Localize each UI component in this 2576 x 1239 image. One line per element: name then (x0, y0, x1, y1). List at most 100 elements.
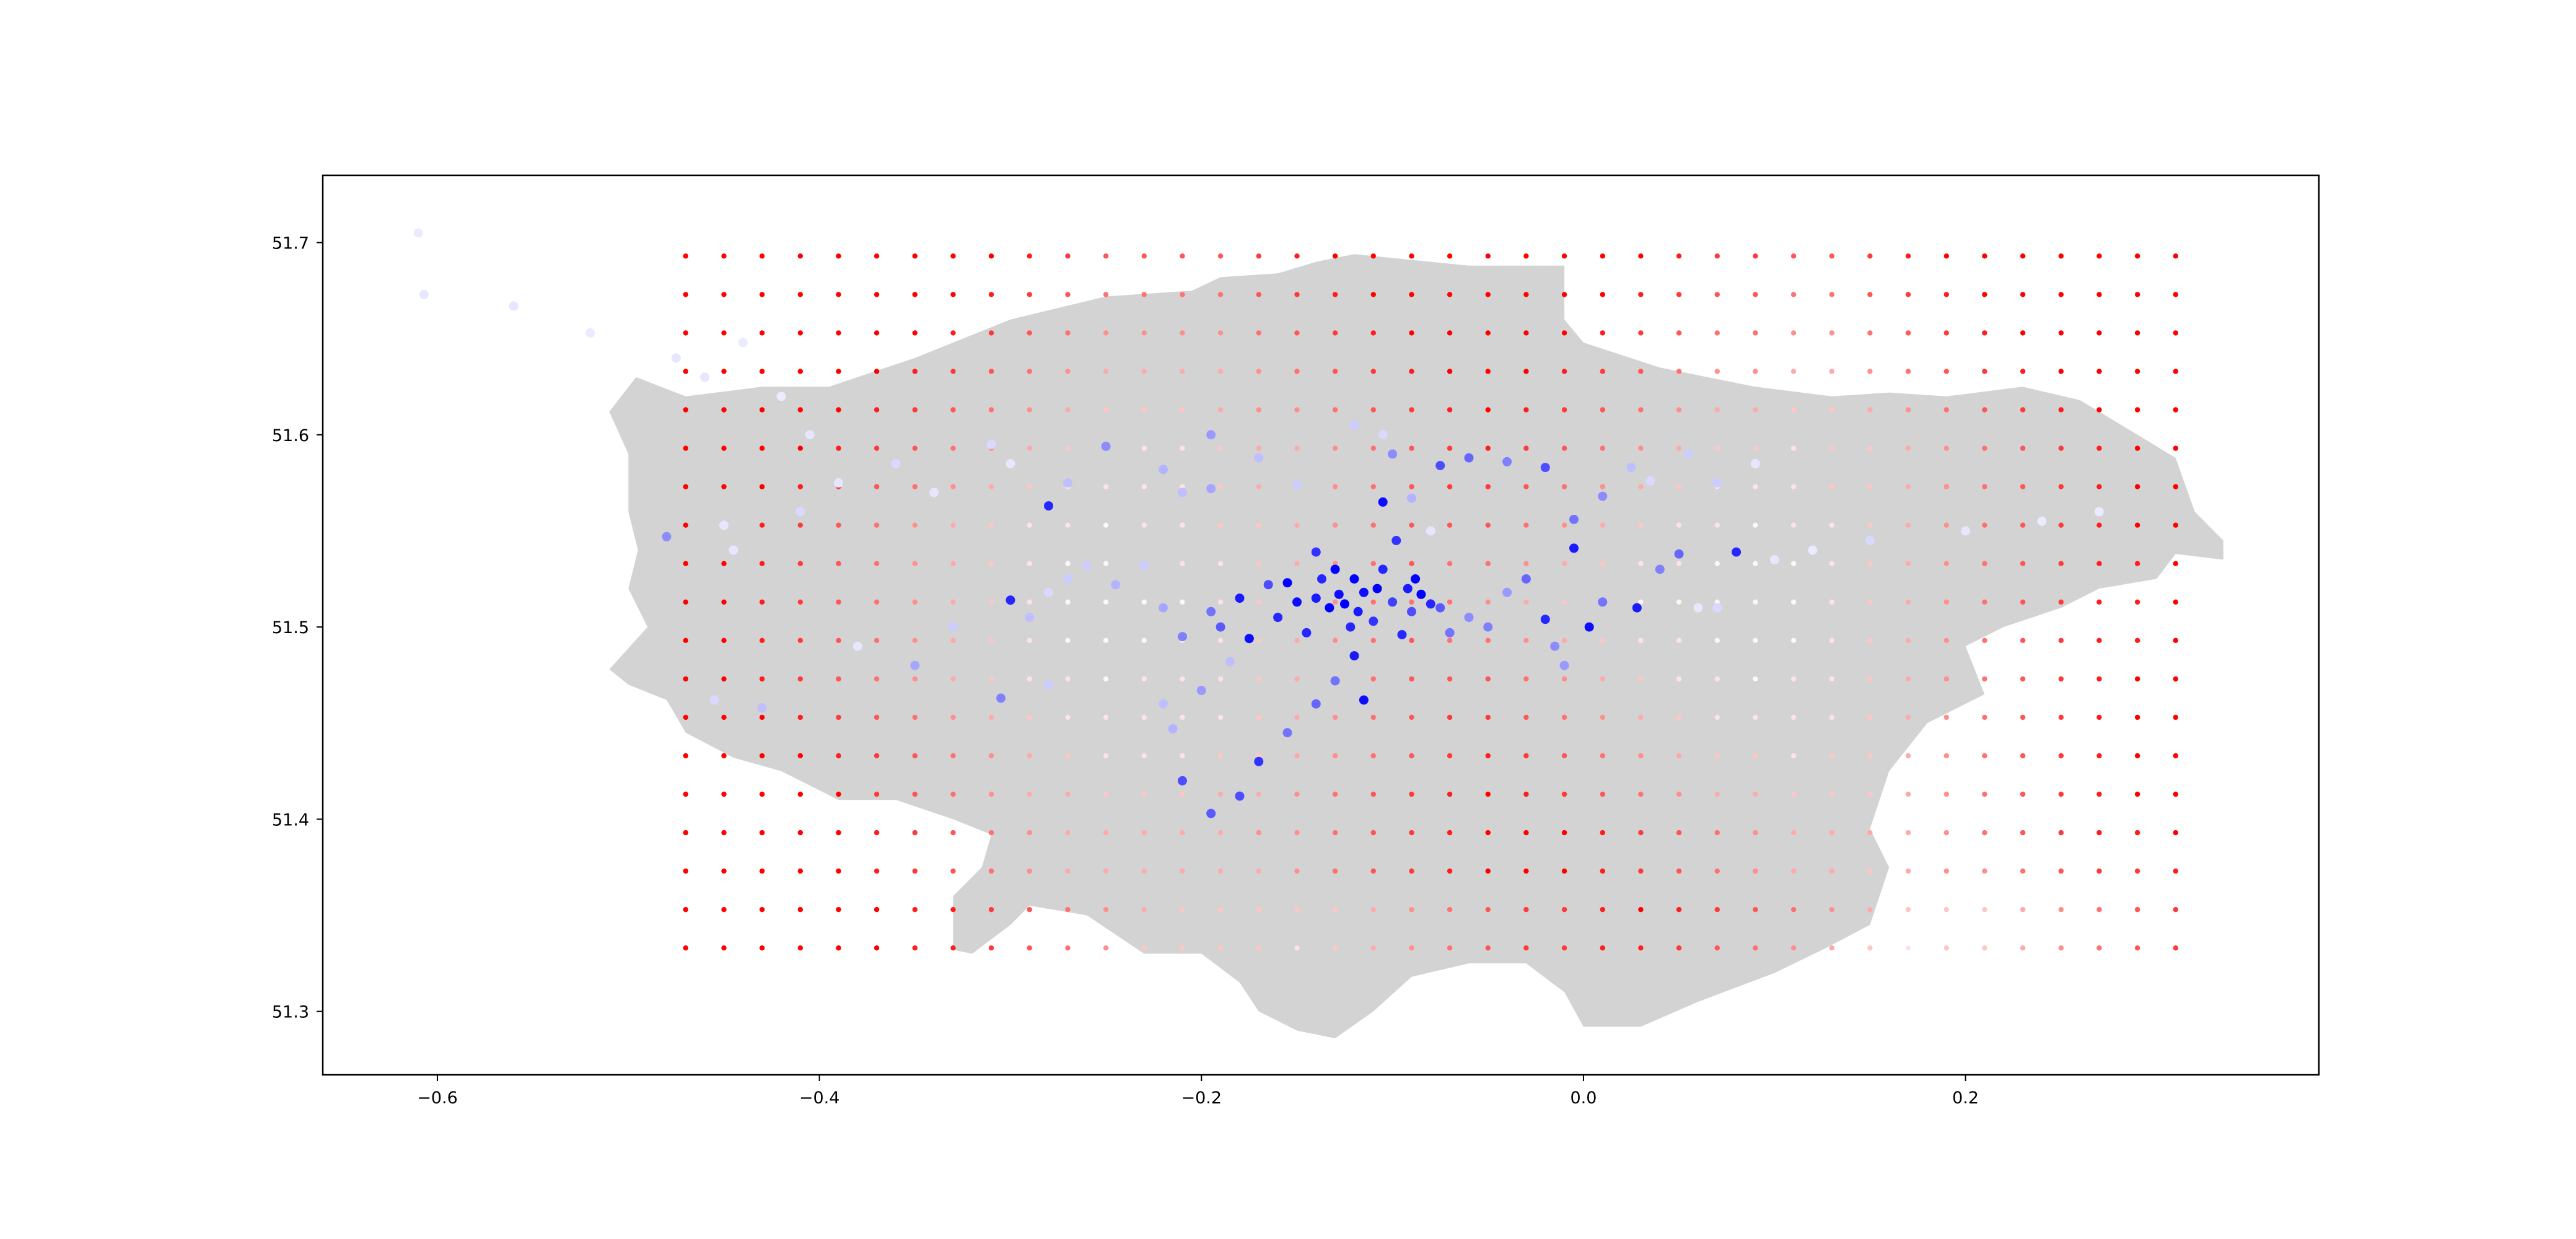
station-point (729, 545, 738, 555)
station-point (1403, 584, 1413, 593)
grid-point (836, 907, 841, 913)
grid-point (2096, 292, 2102, 297)
grid-point (1867, 791, 1873, 797)
grid-point (721, 637, 727, 644)
grid-point (1256, 330, 1262, 336)
grid-point (1180, 868, 1185, 874)
grid-point (1447, 369, 1453, 374)
station-point (1435, 603, 1445, 613)
grid-point (1561, 637, 1567, 644)
grid-point (1256, 830, 1262, 836)
grid-point (1180, 330, 1185, 336)
grid-point (1982, 330, 1987, 336)
grid-point (950, 445, 956, 451)
station-point (1302, 628, 1312, 637)
grid-point (874, 637, 880, 644)
grid-point (1217, 292, 1224, 297)
grid-point (1523, 522, 1529, 528)
grid-point (1065, 868, 1071, 874)
grid-point (1867, 868, 1873, 874)
grid-point (1790, 522, 1797, 528)
grid-point (1180, 907, 1185, 913)
grid-point (1638, 714, 1644, 720)
grid-point (912, 407, 918, 413)
grid-point (1447, 330, 1453, 336)
grid-point (1065, 637, 1071, 644)
grid-point (1753, 445, 1758, 451)
grid-point (950, 407, 956, 413)
grid-point (1103, 907, 1109, 913)
station-point (1273, 613, 1283, 623)
grid-point (1141, 945, 1147, 951)
grid-point (2134, 791, 2140, 797)
grid-point (1905, 945, 1911, 951)
grid-point (1867, 484, 1873, 489)
grid-point (1485, 292, 1491, 297)
grid-point (1294, 369, 1300, 374)
station-point (1569, 514, 1579, 524)
station-point (1178, 776, 1187, 786)
grid-point (1829, 484, 1834, 489)
grid-point (1370, 484, 1376, 489)
grid-point (912, 369, 918, 374)
station-point (709, 695, 719, 705)
station-point (1178, 632, 1187, 642)
grid-point (912, 253, 918, 259)
station-point (1426, 599, 1435, 609)
grid-point (1256, 253, 1262, 259)
grid-point (1638, 330, 1644, 336)
grid-point (759, 330, 765, 336)
station-point (1111, 580, 1121, 590)
grid-point (1065, 676, 1071, 682)
grid-point (1256, 907, 1262, 913)
grid-point (1485, 522, 1491, 528)
grid-point (1600, 676, 1605, 682)
grid-point (1103, 561, 1109, 566)
grid-point (2134, 945, 2140, 951)
grid-point (797, 292, 804, 297)
grid-point (2096, 714, 2102, 720)
station-point (1674, 549, 1684, 559)
grid-point (1943, 253, 1949, 259)
grid-point (836, 561, 841, 566)
grid-point (1370, 714, 1376, 720)
station-point (1044, 501, 1054, 511)
grid-point (1027, 445, 1033, 451)
grid-point (1447, 676, 1453, 682)
grid-point (1370, 522, 1376, 528)
grid-point (1638, 599, 1644, 605)
grid-point (1829, 561, 1834, 566)
grid-point (836, 830, 841, 836)
grid-point (683, 945, 689, 951)
grid-point (874, 907, 880, 913)
grid-point (1943, 522, 1949, 528)
grid-point (721, 330, 727, 336)
grid-point (2020, 369, 2026, 374)
grid-point (912, 791, 918, 797)
grid-point (1141, 407, 1147, 413)
grid-point (874, 484, 880, 489)
grid-point (1790, 292, 1797, 297)
grid-point (759, 484, 765, 489)
y-tick-label: 51.5 (272, 618, 309, 637)
grid-point (1600, 637, 1605, 644)
grid-point (1523, 907, 1529, 913)
station-point (1540, 615, 1550, 624)
station-point (948, 622, 958, 632)
grid-point (1332, 945, 1338, 951)
grid-point (1676, 830, 1682, 836)
grid-point (1217, 445, 1224, 451)
grid-point (1180, 522, 1185, 528)
grid-point (683, 484, 689, 489)
grid-point (1027, 676, 1033, 682)
station-point (1216, 622, 1225, 632)
grid-point (1943, 330, 1949, 336)
grid-point (683, 868, 689, 874)
grid-point (1409, 445, 1414, 451)
grid-point (683, 753, 689, 759)
grid-point (1867, 522, 1873, 528)
station-point (1407, 493, 1416, 503)
grid-point (1256, 484, 1262, 489)
grid-point (1638, 676, 1644, 682)
grid-point (912, 445, 918, 451)
